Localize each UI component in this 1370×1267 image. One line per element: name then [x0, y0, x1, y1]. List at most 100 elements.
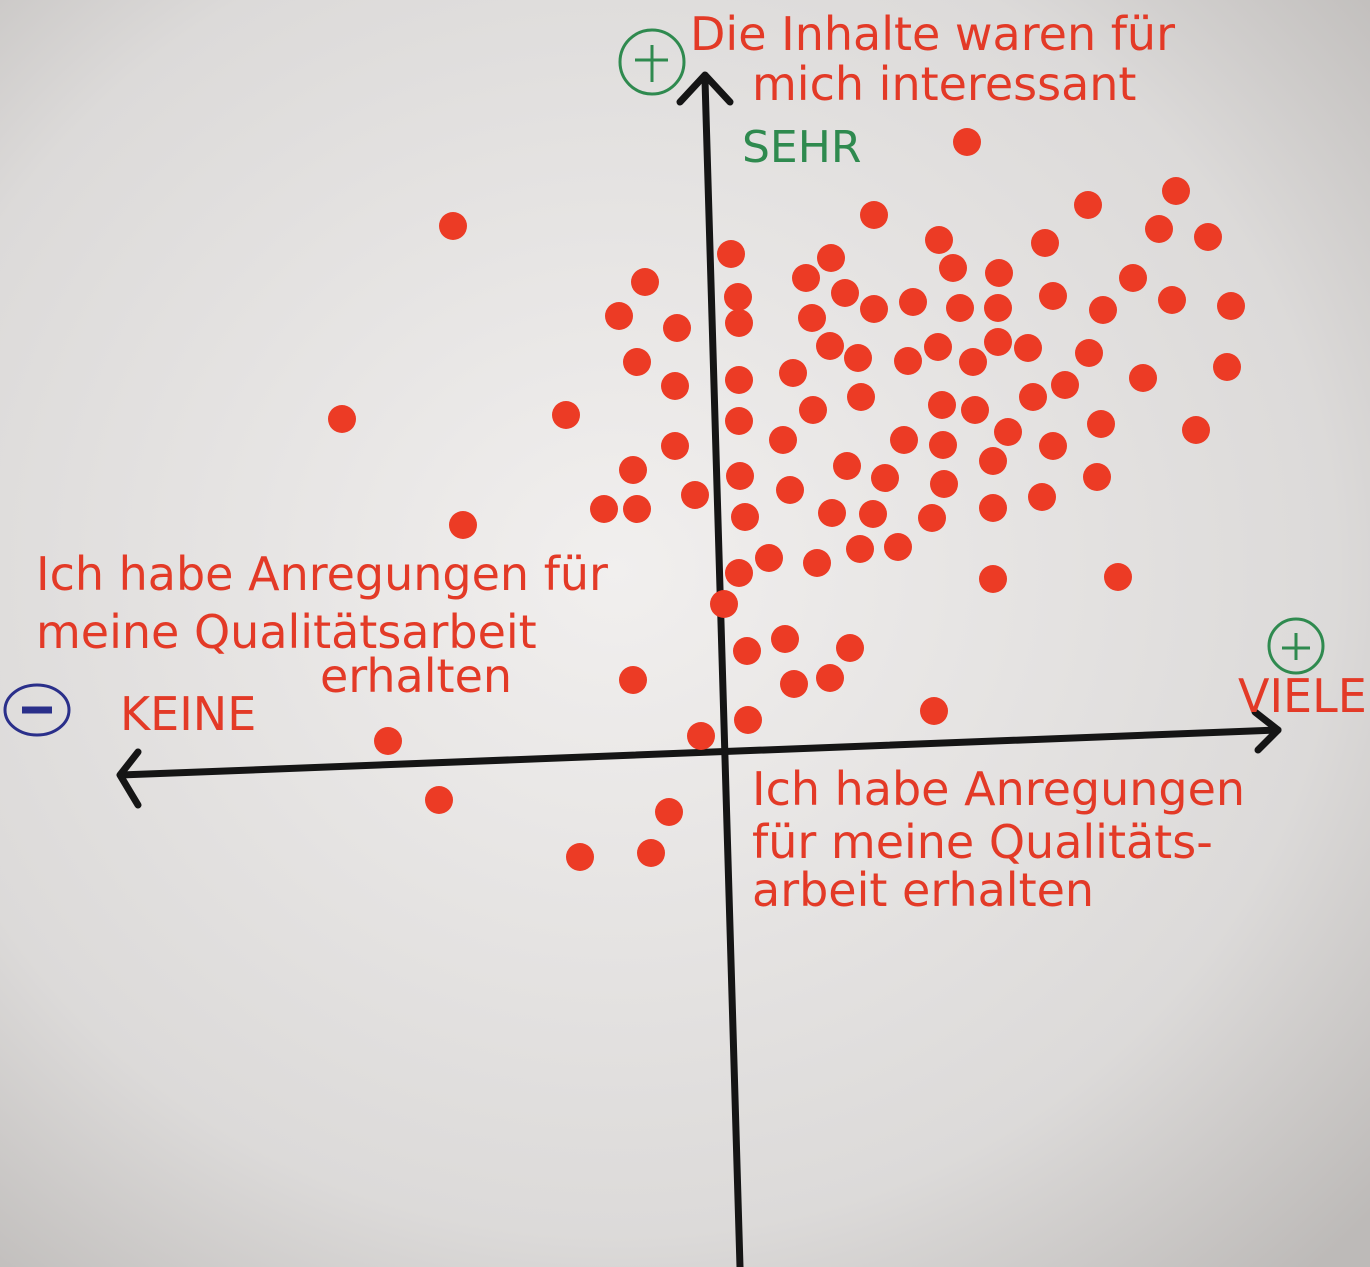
- sticker-dot: [710, 590, 738, 618]
- sticker-dot: [725, 407, 753, 435]
- sticker-dot: [776, 476, 804, 504]
- sticker-dot: [623, 348, 651, 376]
- flipchart-photo: Die Inhalte waren für mich interessant S…: [0, 0, 1370, 1267]
- sticker-dot: [984, 328, 1012, 356]
- sticker-dot: [1074, 191, 1102, 219]
- sticker-dot: [1039, 282, 1067, 310]
- sticker-dot: [928, 391, 956, 419]
- sticker-dot: [1129, 364, 1157, 392]
- sticker-dot: [655, 798, 683, 826]
- sticker-dot: [725, 559, 753, 587]
- sticker-dot: [681, 481, 709, 509]
- sticker-dot: [1104, 563, 1132, 591]
- sticker-dot: [328, 405, 356, 433]
- sticker-dot: [816, 664, 844, 692]
- sticker-dot: [871, 464, 899, 492]
- sticker-dot: [1162, 177, 1190, 205]
- sticker-dot: [847, 383, 875, 411]
- sticker-dot: [724, 283, 752, 311]
- sticker-dot: [984, 294, 1012, 322]
- sticker-dot: [637, 839, 665, 867]
- sticker-dot: [946, 294, 974, 322]
- sticker-dot: [894, 347, 922, 375]
- sticker-dot: [731, 503, 759, 531]
- sticker-dot: [959, 348, 987, 376]
- page: Die Inhalte waren für mich interessant S…: [0, 0, 1370, 1267]
- x-axis-right-end: VIELE: [1238, 669, 1367, 723]
- sticker-dot: [846, 535, 874, 563]
- sticker-dot: [631, 268, 659, 296]
- x-axis-right-label: Ich habe Anregungen: [752, 762, 1245, 816]
- sticker-dot: [929, 431, 957, 459]
- sticker-dot: [918, 504, 946, 532]
- x-axis-left-label: Ich habe Anregungen für: [36, 547, 608, 601]
- sticker-dot: [930, 470, 958, 498]
- sticker-dot: [939, 254, 967, 282]
- sticker-dot: [780, 670, 808, 698]
- sticker-dot: [860, 201, 888, 229]
- sticker-dot: [374, 727, 402, 755]
- sticker-dot: [661, 372, 689, 400]
- sticker-dot: [1083, 463, 1111, 491]
- sticker-dot: [1019, 383, 1047, 411]
- sticker-dot: [779, 359, 807, 387]
- sticker-dot: [1145, 215, 1173, 243]
- sticker-dot: [1213, 353, 1241, 381]
- sticker-dot: [920, 697, 948, 725]
- sticker-dot: [605, 302, 633, 330]
- sticker-dot: [836, 634, 864, 662]
- sticker-dot: [1119, 264, 1147, 292]
- sticker-dot: [619, 456, 647, 484]
- sticker-dot: [439, 212, 467, 240]
- sticker-dot: [979, 447, 1007, 475]
- sticker-dot: [798, 304, 826, 332]
- sticker-dot: [425, 786, 453, 814]
- sticker-dot: [733, 637, 761, 665]
- sticker-dot: [979, 565, 1007, 593]
- sticker-dot: [1182, 416, 1210, 444]
- sticker-dot: [1087, 410, 1115, 438]
- sticker-dot: [899, 288, 927, 316]
- sticker-dot: [1158, 286, 1186, 314]
- y-axis-top-label: SEHR: [742, 122, 861, 173]
- sticker-dot: [833, 452, 861, 480]
- y-axis-label: mich interessant: [752, 57, 1136, 111]
- sticker-dot: [1075, 339, 1103, 367]
- sticker-dot: [725, 309, 753, 337]
- sticker-dot: [860, 295, 888, 323]
- sticker-dot: [663, 314, 691, 342]
- sticker-dot: [859, 500, 887, 528]
- sticker-dot: [1089, 296, 1117, 324]
- sticker-dot: [816, 332, 844, 360]
- sticker-dot: [844, 344, 872, 372]
- sticker-dot: [725, 366, 753, 394]
- sticker-dot: [979, 494, 1007, 522]
- sticker-dot: [803, 549, 831, 577]
- sticker-dot: [1217, 292, 1245, 320]
- sticker-dot: [769, 426, 797, 454]
- sticker-dot: [961, 396, 989, 424]
- sticker-dot: [590, 495, 618, 523]
- sticker-dot: [994, 418, 1022, 446]
- sticker-dot: [1039, 432, 1067, 460]
- sticker-dot: [623, 495, 651, 523]
- x-axis-right-label: für meine Qualitäts-: [752, 815, 1213, 869]
- sticker-dot: [890, 426, 918, 454]
- sticker-dot: [1051, 371, 1079, 399]
- sticker-dot: [1194, 223, 1222, 251]
- sticker-dot: [717, 240, 745, 268]
- x-axis-left-label: erhalten: [320, 649, 512, 703]
- sticker-dot: [566, 843, 594, 871]
- sticker-dot: [817, 244, 845, 272]
- sticker-dot: [771, 625, 799, 653]
- sticker-dot: [755, 544, 783, 572]
- sticker-dot: [1014, 334, 1042, 362]
- sticker-dot: [619, 666, 647, 694]
- x-axis-left-end: KEINE: [120, 687, 256, 741]
- sticker-dot: [552, 401, 580, 429]
- sticker-dot: [734, 706, 762, 734]
- sticker-dot: [924, 333, 952, 361]
- y-axis-label: Die Inhalte waren für: [690, 7, 1175, 61]
- sticker-dot: [818, 499, 846, 527]
- sticker-dot: [792, 264, 820, 292]
